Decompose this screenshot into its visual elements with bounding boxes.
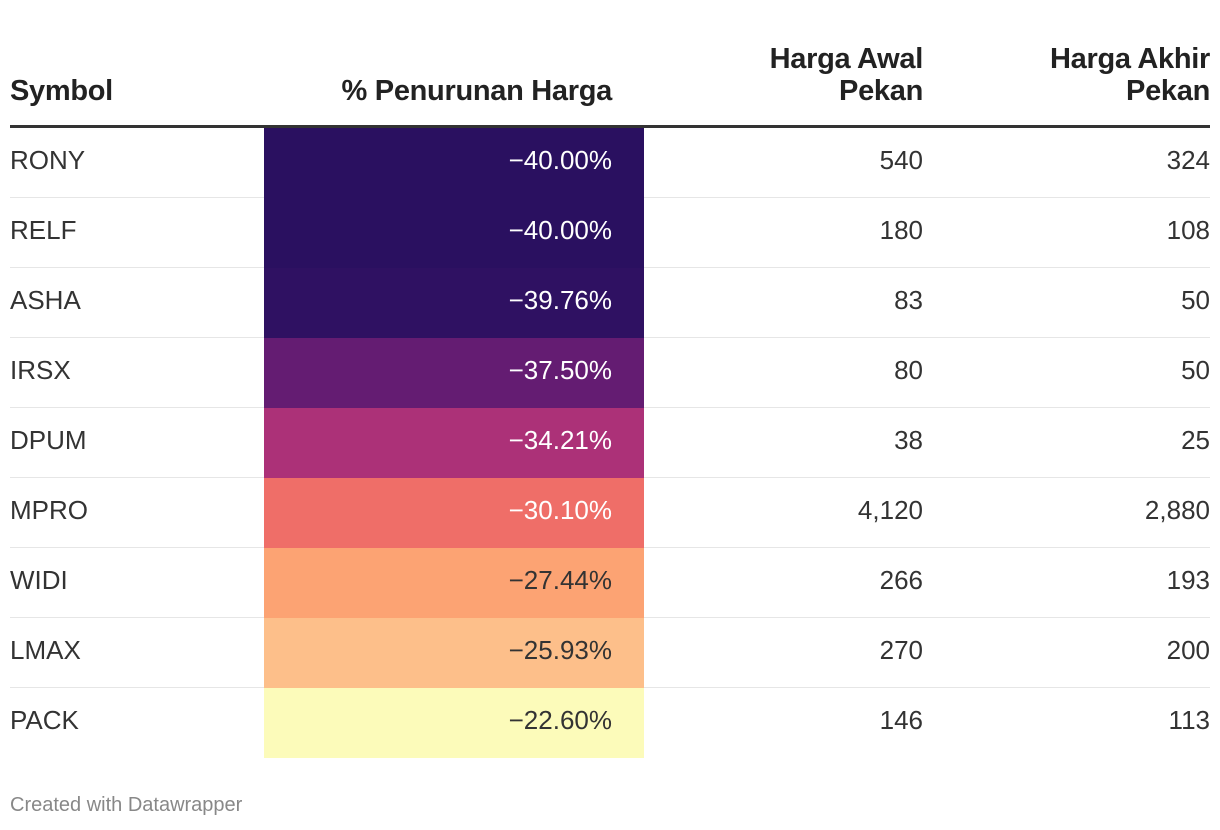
cell-open-price: 540: [879, 145, 923, 175]
header-open-line2: Pekan: [839, 75, 923, 107]
table-header: Symbol % Penurunan Harga Harga Awal Peka…: [10, 0, 1210, 128]
cell-open-price: 270: [879, 635, 923, 665]
table-row: IRSX −37.50% 80 50: [10, 338, 1210, 408]
cell-open-price: 266: [879, 565, 923, 595]
cell-symbol: LMAX: [10, 635, 81, 665]
cell-symbol: ASHA: [10, 285, 81, 315]
cell-close-price: 324: [1166, 145, 1210, 175]
footer-credit: Created with Datawrapper: [10, 794, 243, 816]
cell-symbol: WIDI: [10, 565, 68, 595]
cell-pct-decline: −39.76%: [264, 268, 644, 338]
cell-pct-decline: −27.44%: [264, 548, 644, 618]
table-row: DPUM −34.21% 38 25: [10, 408, 1210, 478]
cell-close-price: 50: [1181, 285, 1210, 315]
cell-close-price: 108: [1166, 215, 1210, 245]
table-row: WIDI −27.44% 266 193: [10, 548, 1210, 618]
cell-open-price: 80: [894, 355, 923, 385]
cell-close-price: 200: [1166, 635, 1210, 665]
header-close-line2: Pekan: [1126, 75, 1210, 107]
cell-open-price: 38: [894, 425, 923, 455]
table-row: LMAX −25.93% 270 200: [10, 618, 1210, 688]
header-symbol-label: Symbol: [10, 75, 113, 107]
cell-open-price: 83: [894, 285, 923, 315]
cell-pct-decline: −22.60%: [264, 688, 644, 758]
cell-symbol: RELF: [10, 215, 77, 245]
header-pct-decline[interactable]: % Penurunan Harga: [264, 75, 613, 107]
header-symbol[interactable]: Symbol: [10, 75, 113, 107]
cell-symbol: MPRO: [10, 495, 88, 525]
table-row: RELF −40.00% 180 108: [10, 198, 1210, 268]
cell-open-price: 180: [879, 215, 923, 245]
cell-close-price: 2,880: [1144, 495, 1210, 525]
table-row: MPRO −30.10% 4,120 2,880: [10, 478, 1210, 548]
cell-close-price: 193: [1166, 565, 1210, 595]
cell-open-price: 146: [879, 705, 923, 735]
cell-close-price: 113: [1168, 705, 1210, 735]
table-body: RONY −40.00% 540 324 RELF −40.00% 180 108 ASHA −3…: [10, 128, 1210, 758]
table-row: RONY −40.00% 540 324: [10, 128, 1210, 198]
cell-pct-decline: −30.10%: [264, 478, 644, 548]
header-close-line1: Harga Akhir: [1049, 43, 1210, 75]
header-open-price[interactable]: Harga Awal Pekan: [644, 43, 924, 107]
header-pct-label: % Penurunan Harga: [341, 75, 613, 107]
cell-pct-decline: −40.00%: [264, 198, 644, 268]
cell-pct-decline: −40.00%: [264, 128, 644, 198]
cell-symbol: PACK: [10, 705, 79, 735]
data-table: Symbol % Penurunan Harga Harga Awal Peka…: [10, 0, 1210, 758]
header-open-line1: Harga Awal: [769, 43, 924, 75]
cell-pct-decline: −37.50%: [264, 338, 644, 408]
table-row: ASHA −39.76% 83 50: [10, 268, 1210, 338]
cell-symbol: RONY: [10, 145, 86, 175]
table-row: PACK −22.60% 146 113: [10, 688, 1210, 758]
cell-close-price: 50: [1181, 355, 1210, 385]
cell-pct-decline: −34.21%: [264, 408, 644, 478]
cell-symbol: DPUM: [10, 425, 87, 455]
header-close-price[interactable]: Harga Akhir Pekan: [923, 43, 1210, 107]
cell-open-price: 4,120: [857, 495, 923, 525]
cell-pct-decline: −25.93%: [264, 618, 644, 688]
cell-symbol: IRSX: [10, 355, 71, 385]
cell-close-price: 25: [1181, 425, 1210, 455]
